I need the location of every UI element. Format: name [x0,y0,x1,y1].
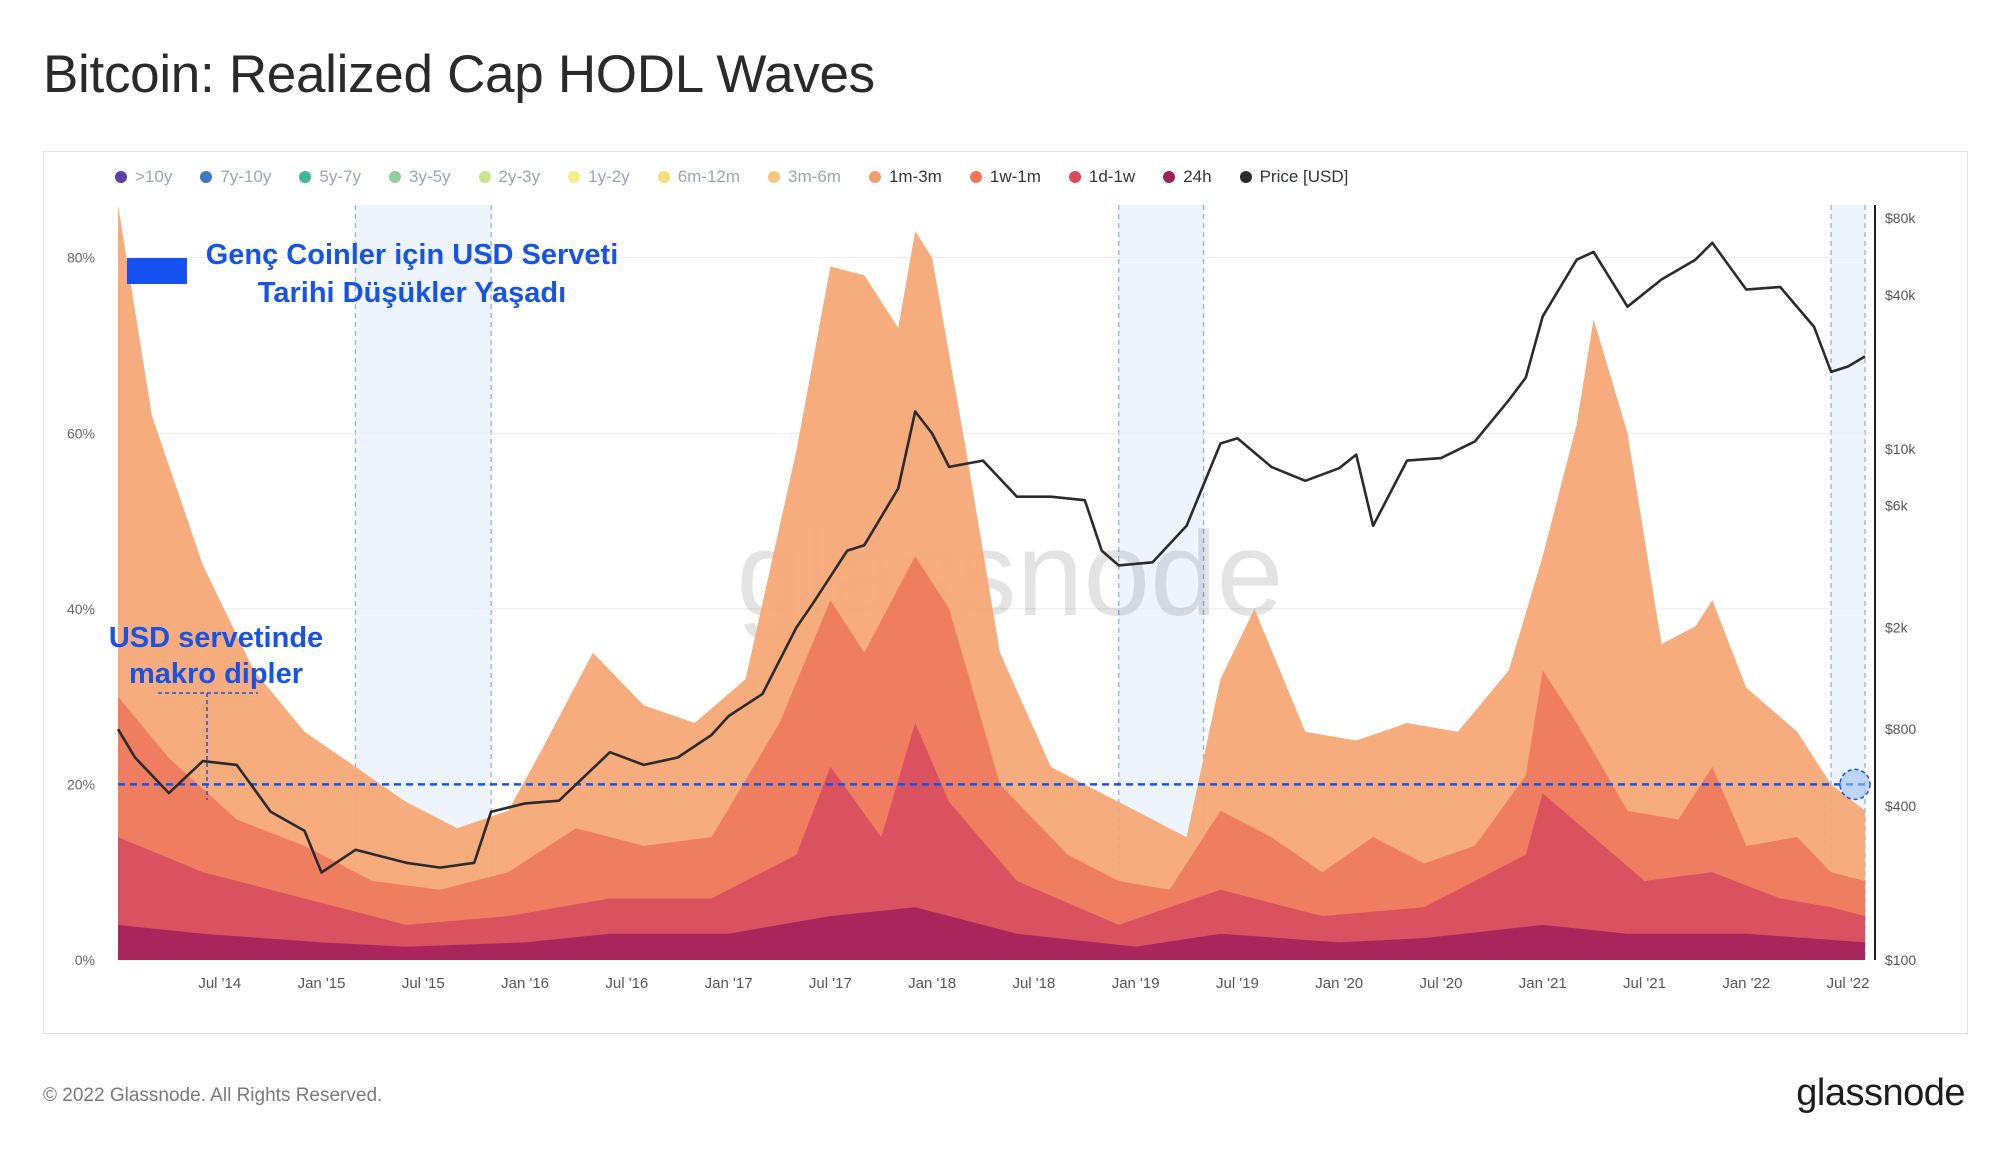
y-right-tick-label: $10k [1885,441,1916,457]
legend-item-price-usd[interactable]: Price [USD] [1239,167,1349,187]
page-title: Bitcoin: Realized Cap HODL Waves [43,45,875,104]
current-level-marker [1839,768,1871,801]
x-tick-label: Jul '22 [1827,975,1870,992]
x-tick-label: Jan '22 [1722,975,1770,992]
y-left-tick-label: 0% [75,952,95,968]
legend-item-2y-3y[interactable]: 2y-3y [478,167,541,187]
legend-label: Price [USD] [1259,167,1349,186]
footer-copyright: © 2022 Glassnode. All Rights Reserved. [43,1085,383,1106]
x-tick-label: Jul '18 [1012,975,1055,992]
y-right-tick-label: $2k [1885,620,1909,636]
legend-item-7y-10y[interactable]: 7y-10y [200,167,271,187]
y-right-tick-label: $100 [1885,952,1916,968]
legend-item-1d-1w[interactable]: 1d-1w [1068,167,1136,187]
legend-dot [768,171,781,183]
x-tick-label: Jan '17 [705,975,753,992]
legend-label: 1w-1m [989,167,1041,186]
legend-dot [115,171,127,183]
chart-legend: >10y 7y-10y 5y-7y 3y-5y 2y-3y 1y-2y 6m-12m 3m-6… [115,167,1348,187]
y-left-tick-label: 40% [67,601,95,617]
x-tick-label: Jan '18 [908,975,956,992]
annotation-left-line2: makro dipler [128,658,304,690]
legend-dot [969,171,982,183]
legend-item-10y[interactable]: >10y [115,167,172,187]
x-tick-label: Jul '20 [1420,975,1463,992]
legend-label: 3m-6m [788,167,841,186]
y-left-tick-label: 60% [67,425,95,441]
legend-dot [568,171,581,183]
y-right-tick-label: $80k [1885,210,1916,226]
legend-item-24h[interactable]: 24h [1163,167,1212,187]
legend-item-1w-1m[interactable]: 1w-1m [969,167,1041,187]
legend-label: 24h [1183,167,1212,186]
legend-label: >10y [135,167,173,186]
legend-item-1m-3m[interactable]: 1m-3m [868,167,942,187]
legend-item-3m-6m[interactable]: 3m-6m [768,167,841,187]
x-tick-label: Jul '16 [605,975,648,992]
legend-item-5y-7y[interactable]: 5y-7y [299,167,361,187]
legend-label: 2y-3y [498,167,541,186]
area-series-24h [118,907,1865,960]
y-right-tick-label: $40k [1885,287,1916,303]
x-tick-label: Jan '19 [1112,975,1160,992]
legend-dot [388,171,401,183]
annotation-bracket [158,692,258,800]
area-series-1w-1m [118,556,1865,960]
x-tick-label: Jul '19 [1216,975,1259,992]
y-right-tick-label: $800 [1885,721,1916,737]
x-tick-label: Jan '16 [501,975,549,992]
area-series-1m-3m [118,205,1865,960]
x-tick-label: Jan '15 [298,975,346,992]
legend-item-6m-12m[interactable]: 6m-12m [657,167,741,187]
legend-dot [1239,171,1252,183]
annotation-left-line1: USD servetinde [108,622,324,654]
y-right-tick-label: $400 [1885,798,1916,814]
legend-dot [478,171,491,183]
x-tick-label: Jul '21 [1623,975,1666,992]
legend-label: 3y-5y [408,167,451,186]
legend-label: 1d-1w [1088,167,1136,186]
glassnode-logo[interactable]: glassnode [1796,1072,1965,1114]
legend-label: 6m-12m [677,167,741,186]
legend-dot [657,171,670,183]
legend-label: 1y-2y [588,167,630,186]
price-line [116,241,1866,874]
legend-label: 7y-10y [220,167,272,186]
legend-dot [1068,171,1081,183]
x-tick-label: Jan '20 [1315,975,1363,992]
annotation-legend-swatch [127,258,187,284]
annotation-macro-bottoms: USD servetinde makro dipler [96,620,336,692]
y-left-tick-label: 20% [67,776,95,792]
x-tick-label: Jul '14 [198,975,241,992]
annotation-top-line1: Genç Coinler için USD Serveti [205,239,619,271]
legend-dot [200,171,213,183]
legend-dot [299,171,312,183]
legend-label: 1m-3m [888,167,942,186]
legend-item-3y-5y[interactable]: 3y-5y [388,167,451,187]
annotation-top-line2: Tarihi Düşükler Yaşadı [257,277,567,309]
x-tick-label: Jul '15 [402,975,445,992]
y-right-tick-label: $6k [1885,498,1909,514]
legend-dot [1163,171,1176,183]
legend-dot [868,171,881,183]
y-left-tick-label: 80% [67,250,95,266]
x-tick-label: Jul '17 [809,975,852,992]
legend-item-1y-2y[interactable]: 1y-2y [568,167,630,187]
annotation-young-coins: Genç Coinler için USD Serveti Tarihi Düş… [192,236,632,312]
x-tick-label: Jan '21 [1519,975,1567,992]
legend-label: 5y-7y [319,167,361,186]
